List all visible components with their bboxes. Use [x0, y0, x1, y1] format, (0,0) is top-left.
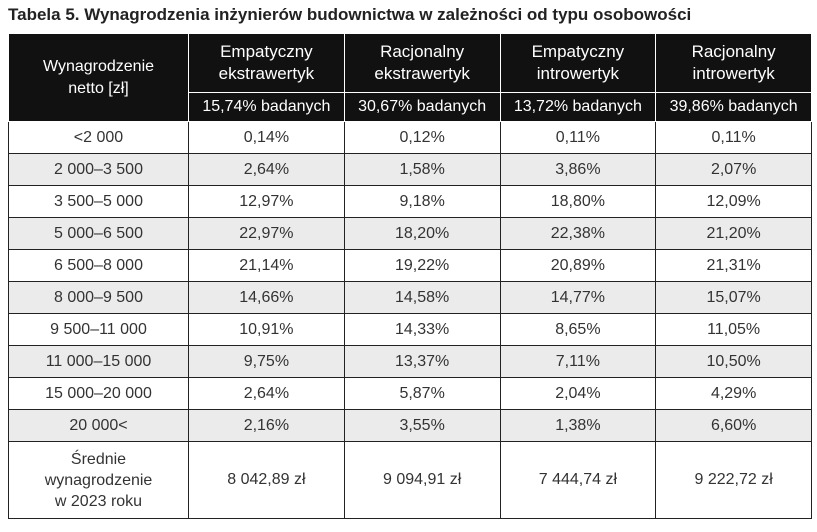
cell-value: 3,55%	[343, 409, 501, 442]
table-row: 6 500–8 000 21,14% 19,22% 20,89% 21,31%	[8, 249, 812, 282]
cell-value: 1,58%	[343, 153, 501, 186]
row-label: 20 000<	[8, 409, 189, 442]
cell-value: 18,80%	[499, 185, 657, 218]
cell-value: 14,33%	[343, 313, 501, 346]
column-header: Empatyczny introwertyk	[499, 33, 657, 93]
corner-header: Wynagrodzenie netto [zł]	[8, 33, 189, 122]
table-header: Wynagrodzenie netto [zł] Empatyczny ekst…	[8, 33, 812, 122]
cell-value: 2,64%	[188, 377, 345, 410]
table-row: 2 000–3 500 2,64% 1,58% 3,86% 2,07%	[8, 153, 812, 186]
cell-value: 21,20%	[655, 217, 812, 250]
row-label: <2 000	[8, 121, 189, 154]
cell-value: 3,86%	[499, 153, 657, 186]
cell-value: 9 222,72 zł	[655, 441, 812, 519]
row-label: 3 500–5 000	[8, 185, 189, 218]
table-row: 9 500–11 000 10,91% 14,33% 8,65% 11,05%	[8, 313, 812, 346]
cell-value: 5,87%	[343, 377, 501, 410]
cell-value: 14,66%	[188, 281, 345, 314]
cell-value: 6,60%	[655, 409, 812, 442]
column-share: 30,67% badanych	[343, 92, 501, 122]
row-label: 9 500–11 000	[8, 313, 189, 346]
cell-value: 12,09%	[655, 185, 812, 218]
cell-value: 22,97%	[188, 217, 345, 250]
cell-value: 20,89%	[499, 249, 657, 282]
table-row: 3 500–5 000 12,97% 9,18% 18,80% 12,09%	[8, 185, 812, 218]
column-share: 39,86% badanych	[655, 92, 812, 122]
table-row: <2 000 0,14% 0,12% 0,11% 0,11%	[8, 121, 812, 154]
table-row: 11 000–15 000 9,75% 13,37% 7,11% 10,50%	[8, 345, 812, 378]
cell-value: 1,38%	[499, 409, 657, 442]
header-row: Wynagrodzenie netto [zł] Empatyczny ekst…	[8, 33, 812, 122]
cell-value: 0,12%	[343, 121, 501, 154]
cell-value: 4,29%	[655, 377, 812, 410]
cell-value: 10,50%	[655, 345, 812, 378]
cell-value: 7,11%	[499, 345, 657, 378]
cell-value: 9 094,91 zł	[343, 441, 501, 519]
table-row: Średnie wynagrodzenie w 2023 roku 8 042,8…	[8, 441, 812, 519]
column-header: Racjonalny introwertyk	[655, 33, 812, 93]
cell-value: 22,38%	[499, 217, 657, 250]
cell-value: 15,07%	[655, 281, 812, 314]
cell-value: 8 042,89 zł	[188, 441, 345, 519]
column-header: Racjonalny ekstrawertyk	[343, 33, 501, 93]
cell-value: 2,16%	[188, 409, 345, 442]
cell-value: 2,64%	[188, 153, 345, 186]
cell-value: 21,31%	[655, 249, 812, 282]
share-row: 15,74% badanych 30,67% badanych 13,72% bad…	[9, 92, 812, 122]
cell-value: 0,14%	[188, 121, 345, 154]
row-label: 11 000–15 000	[8, 345, 189, 378]
cell-value: 7 444,74 zł	[499, 441, 657, 519]
cell-value: 9,18%	[343, 185, 501, 218]
row-label: 6 500–8 000	[8, 249, 189, 282]
cell-value: 2,04%	[499, 377, 657, 410]
row-label: 2 000–3 500	[8, 153, 189, 186]
table-row: 8 000–9 500 14,66% 14,58% 14,77% 15,07%	[8, 281, 812, 314]
cell-value: 10,91%	[188, 313, 345, 346]
cell-value: 19,22%	[343, 249, 501, 282]
cell-value: 9,75%	[188, 345, 345, 378]
cell-value: 21,14%	[188, 249, 345, 282]
salary-table: Wynagrodzenie netto [zł] Empatyczny ekst…	[8, 33, 812, 519]
cell-value: 11,05%	[655, 313, 812, 346]
cell-value: 8,65%	[499, 313, 657, 346]
cell-value: 0,11%	[499, 121, 657, 154]
row-label: 8 000–9 500	[8, 281, 189, 314]
cell-value: 13,37%	[343, 345, 501, 378]
row-label: 5 000–6 500	[8, 217, 189, 250]
cell-value: 2,07%	[655, 153, 812, 186]
cell-value: 14,58%	[343, 281, 501, 314]
table-title: Tabela 5. Wynagrodzenia inżynierów budow…	[8, 5, 692, 24]
table-row: 15 000–20 000 2,64% 5,87% 2,04% 4,29%	[8, 377, 812, 410]
column-share: 13,72% badanych	[499, 92, 657, 122]
cell-value: 12,97%	[188, 185, 345, 218]
row-label: 15 000–20 000	[8, 377, 189, 410]
row-label: Średnie wynagrodzenie w 2023 roku	[8, 441, 189, 519]
cell-value: 0,11%	[655, 121, 812, 154]
table-body: <2 000 0,14% 0,12% 0,11% 0,11% 2 000–3 500 2,6…	[8, 121, 812, 519]
cell-value: 18,20%	[343, 217, 501, 250]
table-row: 5 000–6 500 22,97% 18,20% 22,38% 21,20%	[8, 217, 812, 250]
table-row: 20 000< 2,16% 3,55% 1,38% 6,60%	[8, 409, 812, 442]
column-share: 15,74% badanych	[188, 92, 345, 122]
cell-value: 14,77%	[499, 281, 657, 314]
column-header: Empatyczny ekstrawertyk	[188, 33, 345, 93]
